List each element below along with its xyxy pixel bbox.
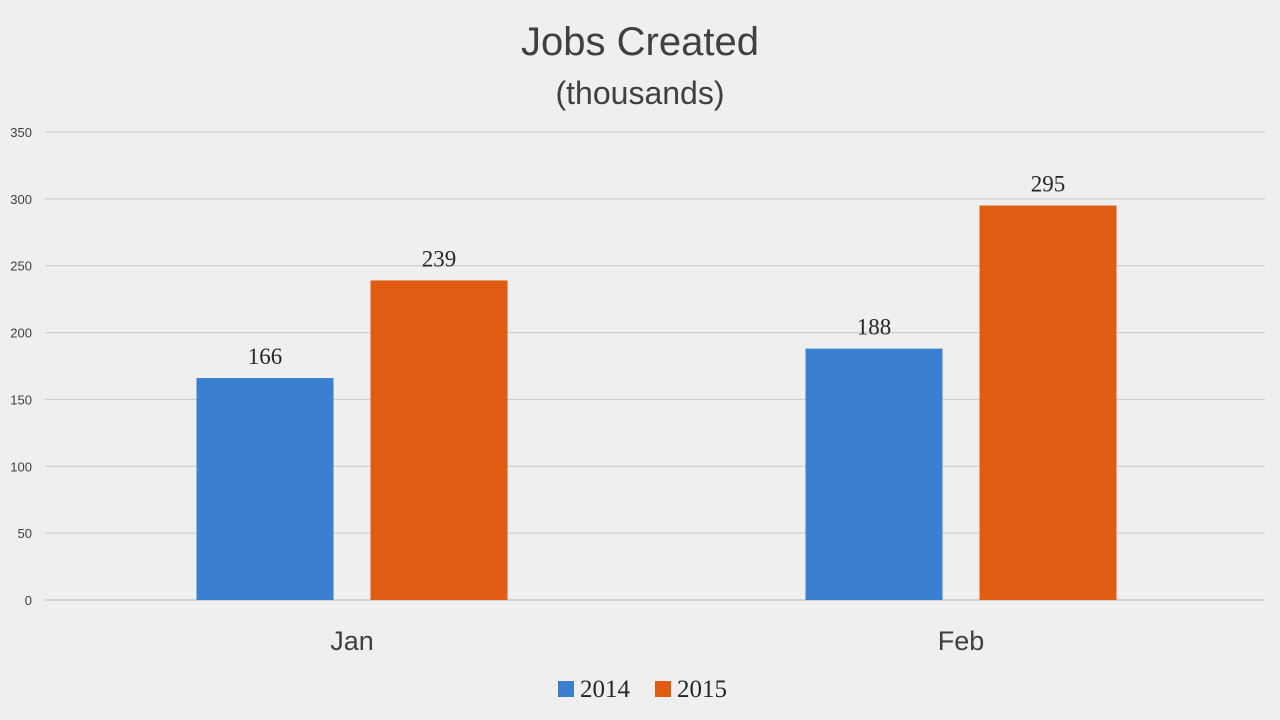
legend-swatch-2014 bbox=[558, 681, 574, 697]
y-axis-ticks: 0 50 100 150 200 250 300 350 bbox=[10, 125, 32, 608]
chart-title: Jobs Created bbox=[521, 20, 759, 64]
x-tick-label-feb: Feb bbox=[938, 626, 985, 656]
data-labels: 166 239 188 295 bbox=[248, 172, 1066, 369]
x-axis-ticks: Jan Feb bbox=[330, 626, 984, 656]
y-tick-label: 300 bbox=[10, 192, 32, 207]
data-label-jan-2015: 239 bbox=[422, 246, 457, 271]
legend-label-2015: 2015 bbox=[677, 676, 727, 703]
legend-swatch-2015 bbox=[655, 681, 671, 697]
y-tick-label: 350 bbox=[10, 125, 32, 140]
y-tick-label: 250 bbox=[10, 259, 32, 274]
legend-label-2014: 2014 bbox=[580, 676, 631, 703]
data-label-feb-2014: 188 bbox=[857, 315, 892, 340]
y-tick-label: 200 bbox=[10, 326, 32, 341]
y-tick-label: 0 bbox=[25, 593, 32, 608]
bar-feb-2014 bbox=[805, 348, 943, 600]
y-tick-label: 50 bbox=[18, 526, 32, 541]
bar-jan-2015 bbox=[370, 280, 508, 600]
data-label-jan-2014: 166 bbox=[248, 344, 283, 369]
legend: 2014 2015 bbox=[558, 676, 727, 703]
chart-subtitle: (thousands) bbox=[556, 75, 725, 111]
bars bbox=[196, 205, 1117, 601]
y-tick-label: 100 bbox=[10, 459, 32, 474]
bar-jan-2014 bbox=[196, 378, 334, 600]
data-label-feb-2015: 295 bbox=[1031, 172, 1066, 197]
y-tick-label: 150 bbox=[10, 392, 32, 407]
x-tick-label-jan: Jan bbox=[330, 626, 374, 656]
bar-feb-2015 bbox=[979, 205, 1117, 601]
